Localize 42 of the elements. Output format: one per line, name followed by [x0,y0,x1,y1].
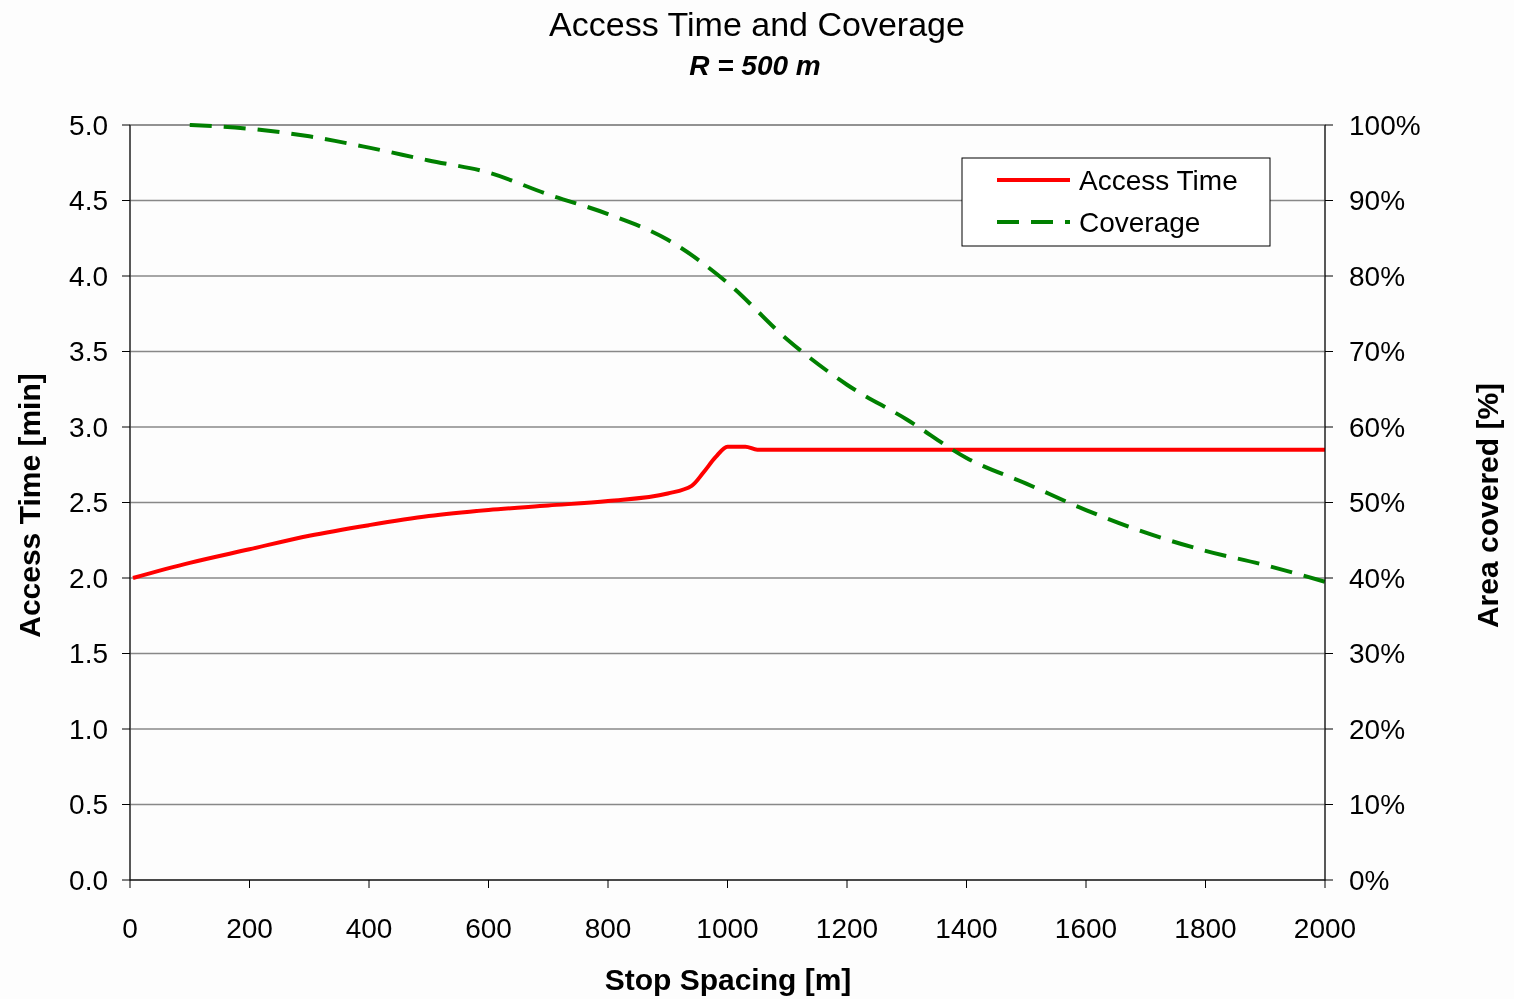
y-tick-label: 0.0 [69,864,108,896]
y2-tick-label: 60% [1349,411,1406,443]
y2-tick-label: 100% [1349,109,1421,141]
chart-title: Access Time and Coverage [549,5,965,43]
x-tick-label: 1800 [1174,913,1237,944]
y2-tick-label: 90% [1349,185,1406,217]
legend-label: Access Time [1079,164,1238,196]
x-tick-label: 0 [122,913,138,944]
y-tick-label: 0.5 [69,789,108,821]
y-tick-label: 1.5 [69,638,108,670]
y2-tick-label: 10% [1349,789,1406,821]
line-series [130,444,1327,580]
x-tick-label: 800 [584,913,632,944]
y2-tick-label: 0% [1349,864,1390,896]
y-tick-label: 4.0 [69,260,108,292]
y-tick-label: 4.5 [69,185,108,217]
x-tick-label: 600 [465,913,512,944]
line-series [187,123,1327,584]
x-tick-label: 1400 [935,913,998,944]
x-axis-title: Stop Spacing [m] [604,963,852,996]
x-tick-label: 2000 [1293,913,1357,944]
x-tick-label: 1600 [1054,913,1118,944]
y2-tick-label: 70% [1349,336,1406,368]
y2-axis-title: Area covered [%] [1471,382,1504,629]
y2-tick-label: 30% [1349,638,1406,670]
y2-tick-label: 40% [1349,562,1406,594]
y-tick-label: 2.5 [69,487,108,519]
y2-tick-label: 50% [1349,487,1406,519]
chart-subtitle: R = 500 m [689,50,821,81]
x-tick-label: 1200 [815,913,879,944]
x-tick-label: 200 [226,913,273,944]
y-tick-label: 5.0 [69,109,108,141]
y-tick-label: 1.0 [69,713,108,745]
legend-label: Coverage [1079,206,1201,238]
y-tick-label: 2.0 [69,562,108,594]
x-tick-label: 400 [345,913,393,944]
y2-tick-label: 80% [1349,260,1406,292]
y-tick-label: 3.5 [69,336,108,368]
x-tick-label: 1000 [696,913,759,944]
y-axis-title: Access Time [min] [13,373,46,638]
y2-tick-label: 20% [1349,713,1406,745]
y-tick-label: 3.0 [69,411,108,443]
